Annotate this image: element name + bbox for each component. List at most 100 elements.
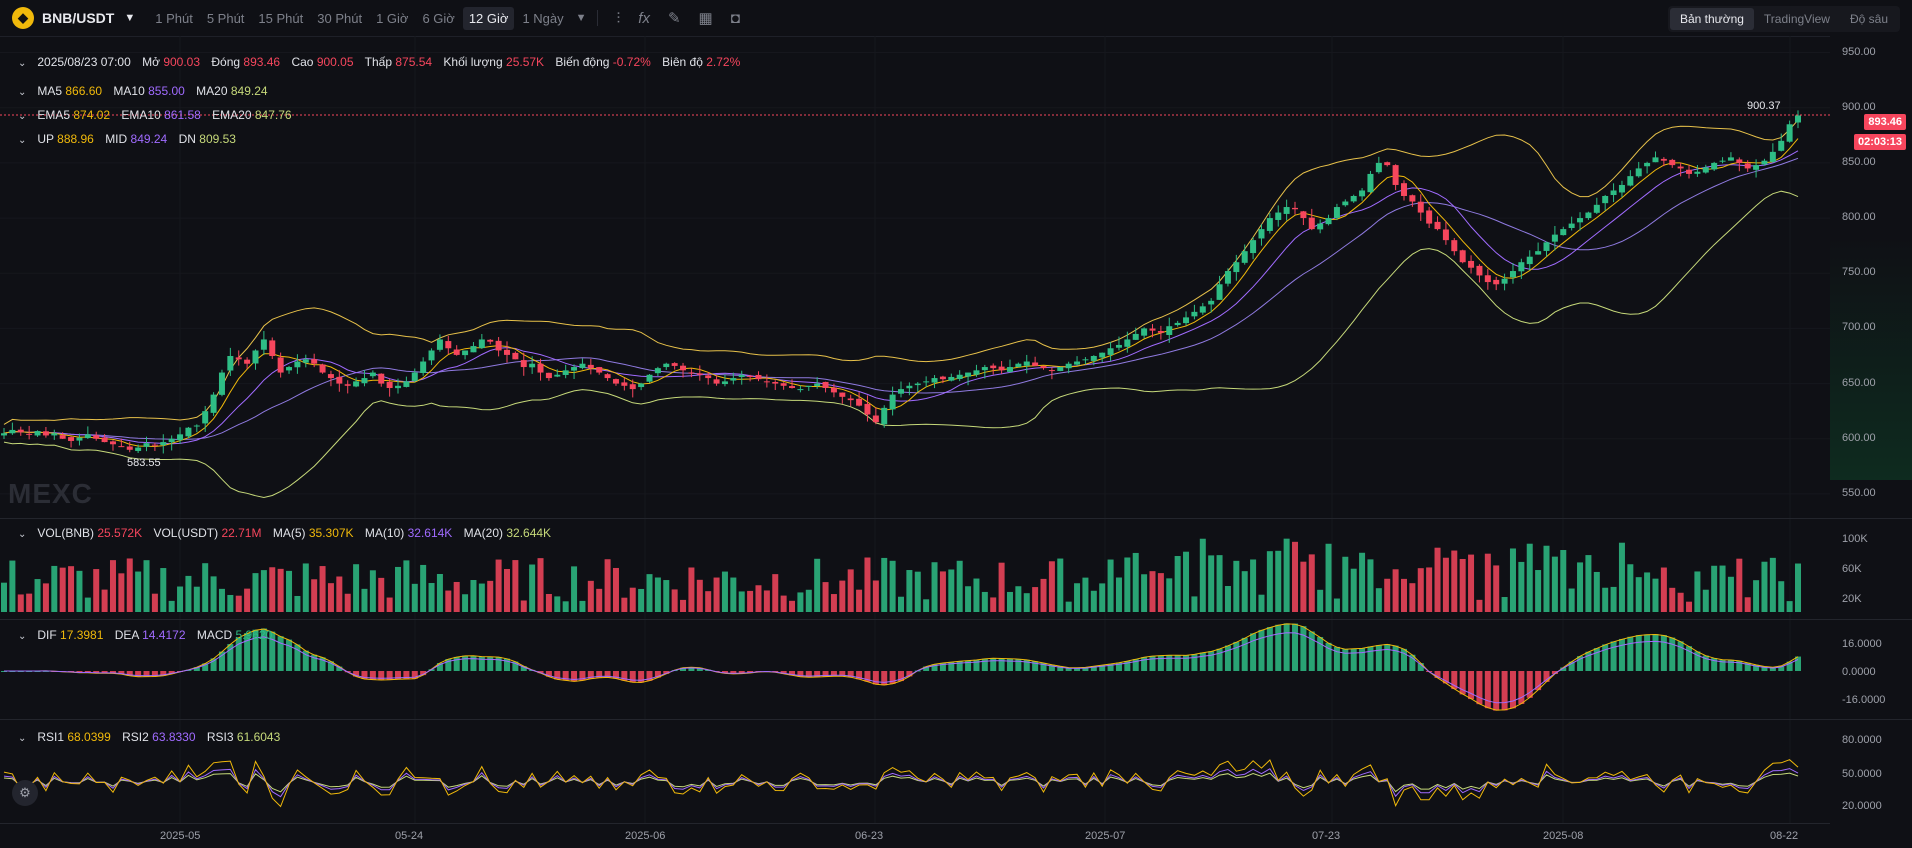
volume-bar bbox=[218, 588, 225, 612]
volume-axis[interactable]: 100K 60K 20K bbox=[1830, 519, 1912, 619]
volume-bar bbox=[252, 573, 259, 612]
macd-bar bbox=[1308, 631, 1315, 671]
volume-bar bbox=[386, 597, 393, 612]
symbol-dropdown-icon[interactable]: ▼ bbox=[124, 12, 136, 24]
candle-body bbox=[1769, 151, 1776, 162]
collapse-chevron-icon[interactable]: ⌄ bbox=[18, 135, 27, 146]
candle-body bbox=[453, 349, 460, 355]
volume-bar bbox=[202, 563, 209, 612]
interval-3[interactable]: 30 Phút bbox=[317, 10, 363, 26]
view-tab-2[interactable]: Độ sâu bbox=[1849, 12, 1888, 26]
macd-bar bbox=[302, 650, 309, 671]
volume-bar bbox=[344, 593, 351, 612]
candle-body bbox=[629, 384, 636, 390]
volume-bar bbox=[1602, 587, 1609, 612]
macd-bar bbox=[1375, 645, 1382, 671]
volume-bar bbox=[1082, 577, 1089, 612]
candle-body bbox=[1183, 317, 1190, 324]
amplitude-value: 2.72% bbox=[706, 55, 741, 69]
interval-dropdown-icon[interactable]: ▼ bbox=[575, 12, 587, 24]
volume-bar bbox=[1417, 568, 1424, 612]
volume-bar bbox=[210, 576, 217, 612]
collapse-chevron-icon[interactable]: ⌄ bbox=[18, 58, 27, 69]
vol-ma5-value: 35.307K bbox=[308, 526, 354, 540]
volume-bar bbox=[227, 594, 234, 612]
macd-bar bbox=[789, 671, 796, 676]
screenshot-camera-icon[interactable]: ◘ bbox=[730, 9, 740, 27]
volume-bar bbox=[294, 595, 301, 612]
volume-bar bbox=[26, 593, 33, 612]
macd-bar bbox=[629, 671, 636, 683]
rsi-axis[interactable]: 80.0000 50.0000 20.0000 bbox=[1830, 720, 1912, 823]
view-tab-1[interactable]: TradingView bbox=[1763, 12, 1830, 26]
interval-7[interactable]: 1 Ngày bbox=[522, 10, 564, 26]
drawing-pencil-icon[interactable]: ✎ bbox=[667, 10, 681, 27]
layout-grid-icon[interactable]: ▦ bbox=[698, 10, 713, 27]
interval-4[interactable]: 1 Giờ bbox=[376, 10, 409, 26]
boll-mid-value: 849.24 bbox=[130, 132, 168, 146]
volume-bar bbox=[487, 580, 494, 612]
view-tab-0[interactable]: Bản thường bbox=[1669, 8, 1754, 30]
candle-body bbox=[126, 446, 133, 450]
candle-body bbox=[1459, 250, 1466, 263]
bnb-logo-icon: ◆ bbox=[12, 7, 34, 29]
candle-body bbox=[1367, 173, 1374, 193]
volume-bar bbox=[168, 600, 175, 612]
volume-bar bbox=[244, 588, 251, 612]
candle-body bbox=[311, 359, 318, 364]
candle-body bbox=[1208, 300, 1215, 305]
candle-body bbox=[747, 375, 754, 377]
interval-5[interactable]: 6 Giờ bbox=[422, 10, 455, 26]
volume-bar bbox=[1199, 538, 1206, 612]
macd-bar bbox=[1736, 660, 1743, 671]
candle-body bbox=[864, 403, 871, 415]
chart-settings-fab-icon[interactable]: ⚙ bbox=[12, 780, 38, 806]
interval-0[interactable]: 1 Phút bbox=[155, 10, 193, 26]
collapse-chevron-icon[interactable]: ⌄ bbox=[18, 733, 27, 744]
candle-body bbox=[1736, 159, 1743, 163]
rsi2-value: 63.8330 bbox=[152, 730, 196, 744]
volume-bar bbox=[772, 574, 779, 612]
collapse-chevron-icon[interactable]: ⌄ bbox=[18, 87, 27, 98]
volume-bar bbox=[973, 578, 980, 612]
volume-bar bbox=[1702, 589, 1709, 612]
macd-bar bbox=[436, 663, 443, 671]
candle-type-icon[interactable]: ⫶ bbox=[616, 9, 621, 27]
vol-ma10-label: MA(10) bbox=[364, 526, 405, 540]
candle-body bbox=[763, 381, 770, 383]
macd-bar bbox=[1652, 634, 1659, 671]
rsi-panel-divider bbox=[0, 719, 1912, 720]
macd-bar bbox=[168, 671, 175, 674]
interval-1[interactable]: 5 Phút bbox=[206, 10, 245, 26]
axis-tick: 60K bbox=[1842, 563, 1862, 575]
indicator-fx-icon[interactable]: fx bbox=[638, 9, 650, 27]
macd-bar bbox=[554, 671, 561, 680]
macd-bar bbox=[135, 671, 142, 677]
symbol-name[interactable]: BNB/USDT bbox=[42, 10, 115, 26]
volume-bar bbox=[1560, 550, 1567, 612]
macd-bar bbox=[378, 671, 385, 681]
macd-bar bbox=[1543, 671, 1550, 682]
volume-bar bbox=[545, 594, 552, 612]
volume-bar bbox=[327, 583, 334, 612]
macd-axis[interactable]: 16.0000 0.0000 -16.0000 bbox=[1830, 620, 1912, 720]
collapse-chevron-icon[interactable]: ⌄ bbox=[18, 529, 27, 540]
collapse-chevron-icon[interactable]: ⌄ bbox=[18, 111, 27, 122]
candle-body bbox=[596, 367, 603, 373]
macd-bar bbox=[1317, 637, 1324, 671]
volume-bar bbox=[378, 577, 385, 612]
time-axis[interactable]: 2025-05 05-24 2025-06 06-23 2025-07 07-23 2025… bbox=[0, 823, 1830, 848]
volume-bar bbox=[1224, 586, 1231, 612]
interval-6[interactable]: 12 Giờ bbox=[462, 6, 515, 30]
macd-bar bbox=[1132, 659, 1139, 671]
macd-bar bbox=[210, 658, 217, 671]
candle-body bbox=[1074, 361, 1081, 365]
price-axis[interactable]: 950.00 900.00 850.00 800.00 750.00 700.00 650.… bbox=[1830, 36, 1912, 516]
collapse-chevron-icon[interactable]: ⌄ bbox=[18, 631, 27, 642]
candle-body bbox=[772, 381, 779, 384]
volume-bar bbox=[1551, 556, 1558, 612]
candle-body bbox=[445, 341, 452, 349]
volume-bar bbox=[1216, 555, 1223, 612]
macd-bar bbox=[1501, 671, 1508, 711]
interval-2[interactable]: 15 Phút bbox=[258, 10, 304, 26]
